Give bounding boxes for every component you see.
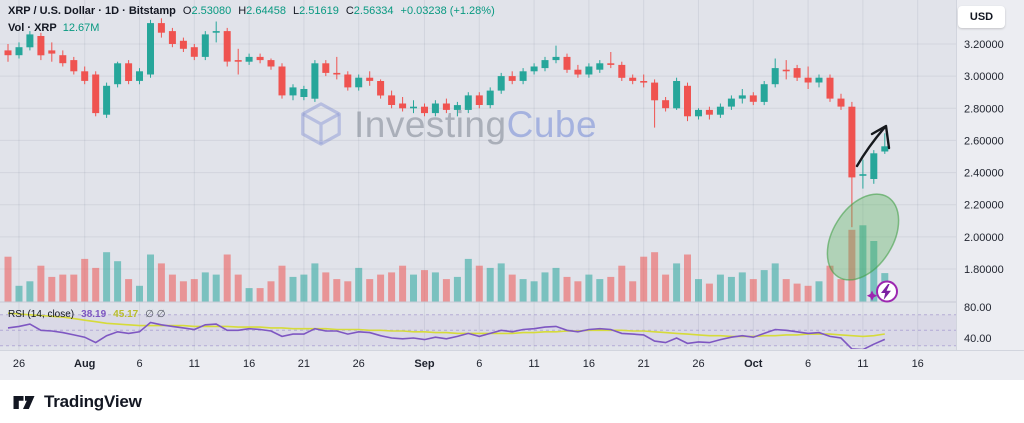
ohlc-high: H2.64458: [238, 5, 286, 17]
arrow-annotation: [855, 124, 891, 168]
rsi-band-values: ∅ ∅: [145, 309, 166, 320]
volume-label: Vol · XRP: [8, 22, 57, 34]
footer: TradingView: [0, 380, 1024, 423]
candlestick-series: [4, 18, 889, 228]
grid: [0, 0, 956, 350]
currency-toggle-button[interactable]: USD: [958, 6, 1005, 28]
ohlc-close: C2.56334: [345, 5, 394, 17]
investingcube-watermark: InvestingCube: [298, 100, 597, 148]
watermark-text-cube: Cube: [506, 103, 598, 145]
price-scale[interactable]: [956, 0, 1024, 350]
lightning-icon: [881, 284, 892, 300]
rsi-value: 38.19: [81, 309, 107, 320]
ohlc-low: L2.51619: [292, 5, 339, 17]
price-change: +0.03238 (+1.28%): [400, 5, 495, 17]
highlight-ellipse: [826, 193, 900, 281]
rsi-legend: RSI (14, close) 38.19 45.17 ∅ ∅: [8, 309, 165, 320]
chart-canvas[interactable]: 3.200003.000002.800002.600002.400002.200…: [0, 0, 1024, 380]
lightning-badge[interactable]: [866, 280, 898, 303]
volume-value: 12.67M: [62, 22, 100, 34]
rsi-line: [7, 321, 886, 349]
volume-legend: Vol · XRP 12.67M: [8, 22, 99, 34]
cube-icon: [301, 102, 341, 146]
time-scale[interactable]: [0, 350, 1024, 380]
volume-series: [4, 225, 889, 302]
tradingview-brand-link[interactable]: TradingView: [44, 391, 142, 411]
watermark-text-investing: Investing: [354, 103, 507, 145]
rsi-ma-value: 45.17: [113, 309, 139, 320]
symbol-legend: XRP / U.S. Dollar · 1D · Bitstamp O2.530…: [8, 5, 495, 17]
rsi-title[interactable]: RSI (14, close): [8, 309, 75, 320]
tradingview-logo-icon[interactable]: [12, 390, 36, 414]
symbol-title[interactable]: XRP / U.S. Dollar · 1D · Bitstamp: [8, 5, 176, 17]
ohlc-open: O2.53080: [182, 5, 232, 17]
sparkle-icon: [866, 290, 878, 301]
